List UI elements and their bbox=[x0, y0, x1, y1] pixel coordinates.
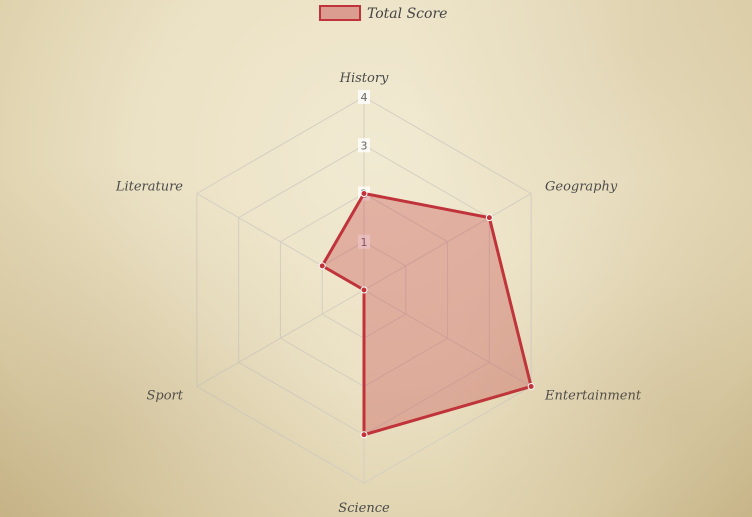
data-point-science[interactable] bbox=[360, 431, 368, 439]
tick-label: 4 bbox=[361, 91, 368, 104]
data-point-entertainment[interactable] bbox=[527, 383, 535, 390]
data-points bbox=[318, 190, 535, 439]
tick-backdrop bbox=[358, 234, 370, 249]
category-labels: History Geography Entertainment Science Spor… bbox=[115, 71, 642, 516]
tick-label: 1 bbox=[361, 236, 368, 249]
spoke-geography bbox=[363, 193, 532, 291]
data-point-geography[interactable] bbox=[485, 214, 493, 222]
spoke-entertainment bbox=[363, 289, 532, 387]
spoke-sport bbox=[196, 289, 365, 387]
series-total-score bbox=[320, 191, 533, 437]
tick-backdrop bbox=[358, 90, 370, 104]
category-label-literature: Literature bbox=[115, 180, 183, 195]
data-point-sport[interactable] bbox=[360, 286, 368, 294]
category-label-geography: Geography bbox=[545, 180, 618, 195]
category-label-science: Science bbox=[338, 501, 390, 516]
data-point-history[interactable] bbox=[360, 190, 368, 197]
legend-swatch bbox=[319, 5, 361, 21]
series-area bbox=[320, 191, 533, 437]
legend-label: Total Score bbox=[367, 6, 447, 22]
category-label-sport: Sport bbox=[147, 389, 184, 404]
tick-backdrop bbox=[358, 138, 370, 153]
data-point-literature[interactable] bbox=[318, 262, 326, 270]
category-label-entertainment: Entertainment bbox=[544, 389, 642, 404]
tick-label: 3 bbox=[361, 139, 368, 152]
legend[interactable]: Total Score bbox=[319, 5, 447, 22]
category-label-history: History bbox=[339, 71, 389, 86]
